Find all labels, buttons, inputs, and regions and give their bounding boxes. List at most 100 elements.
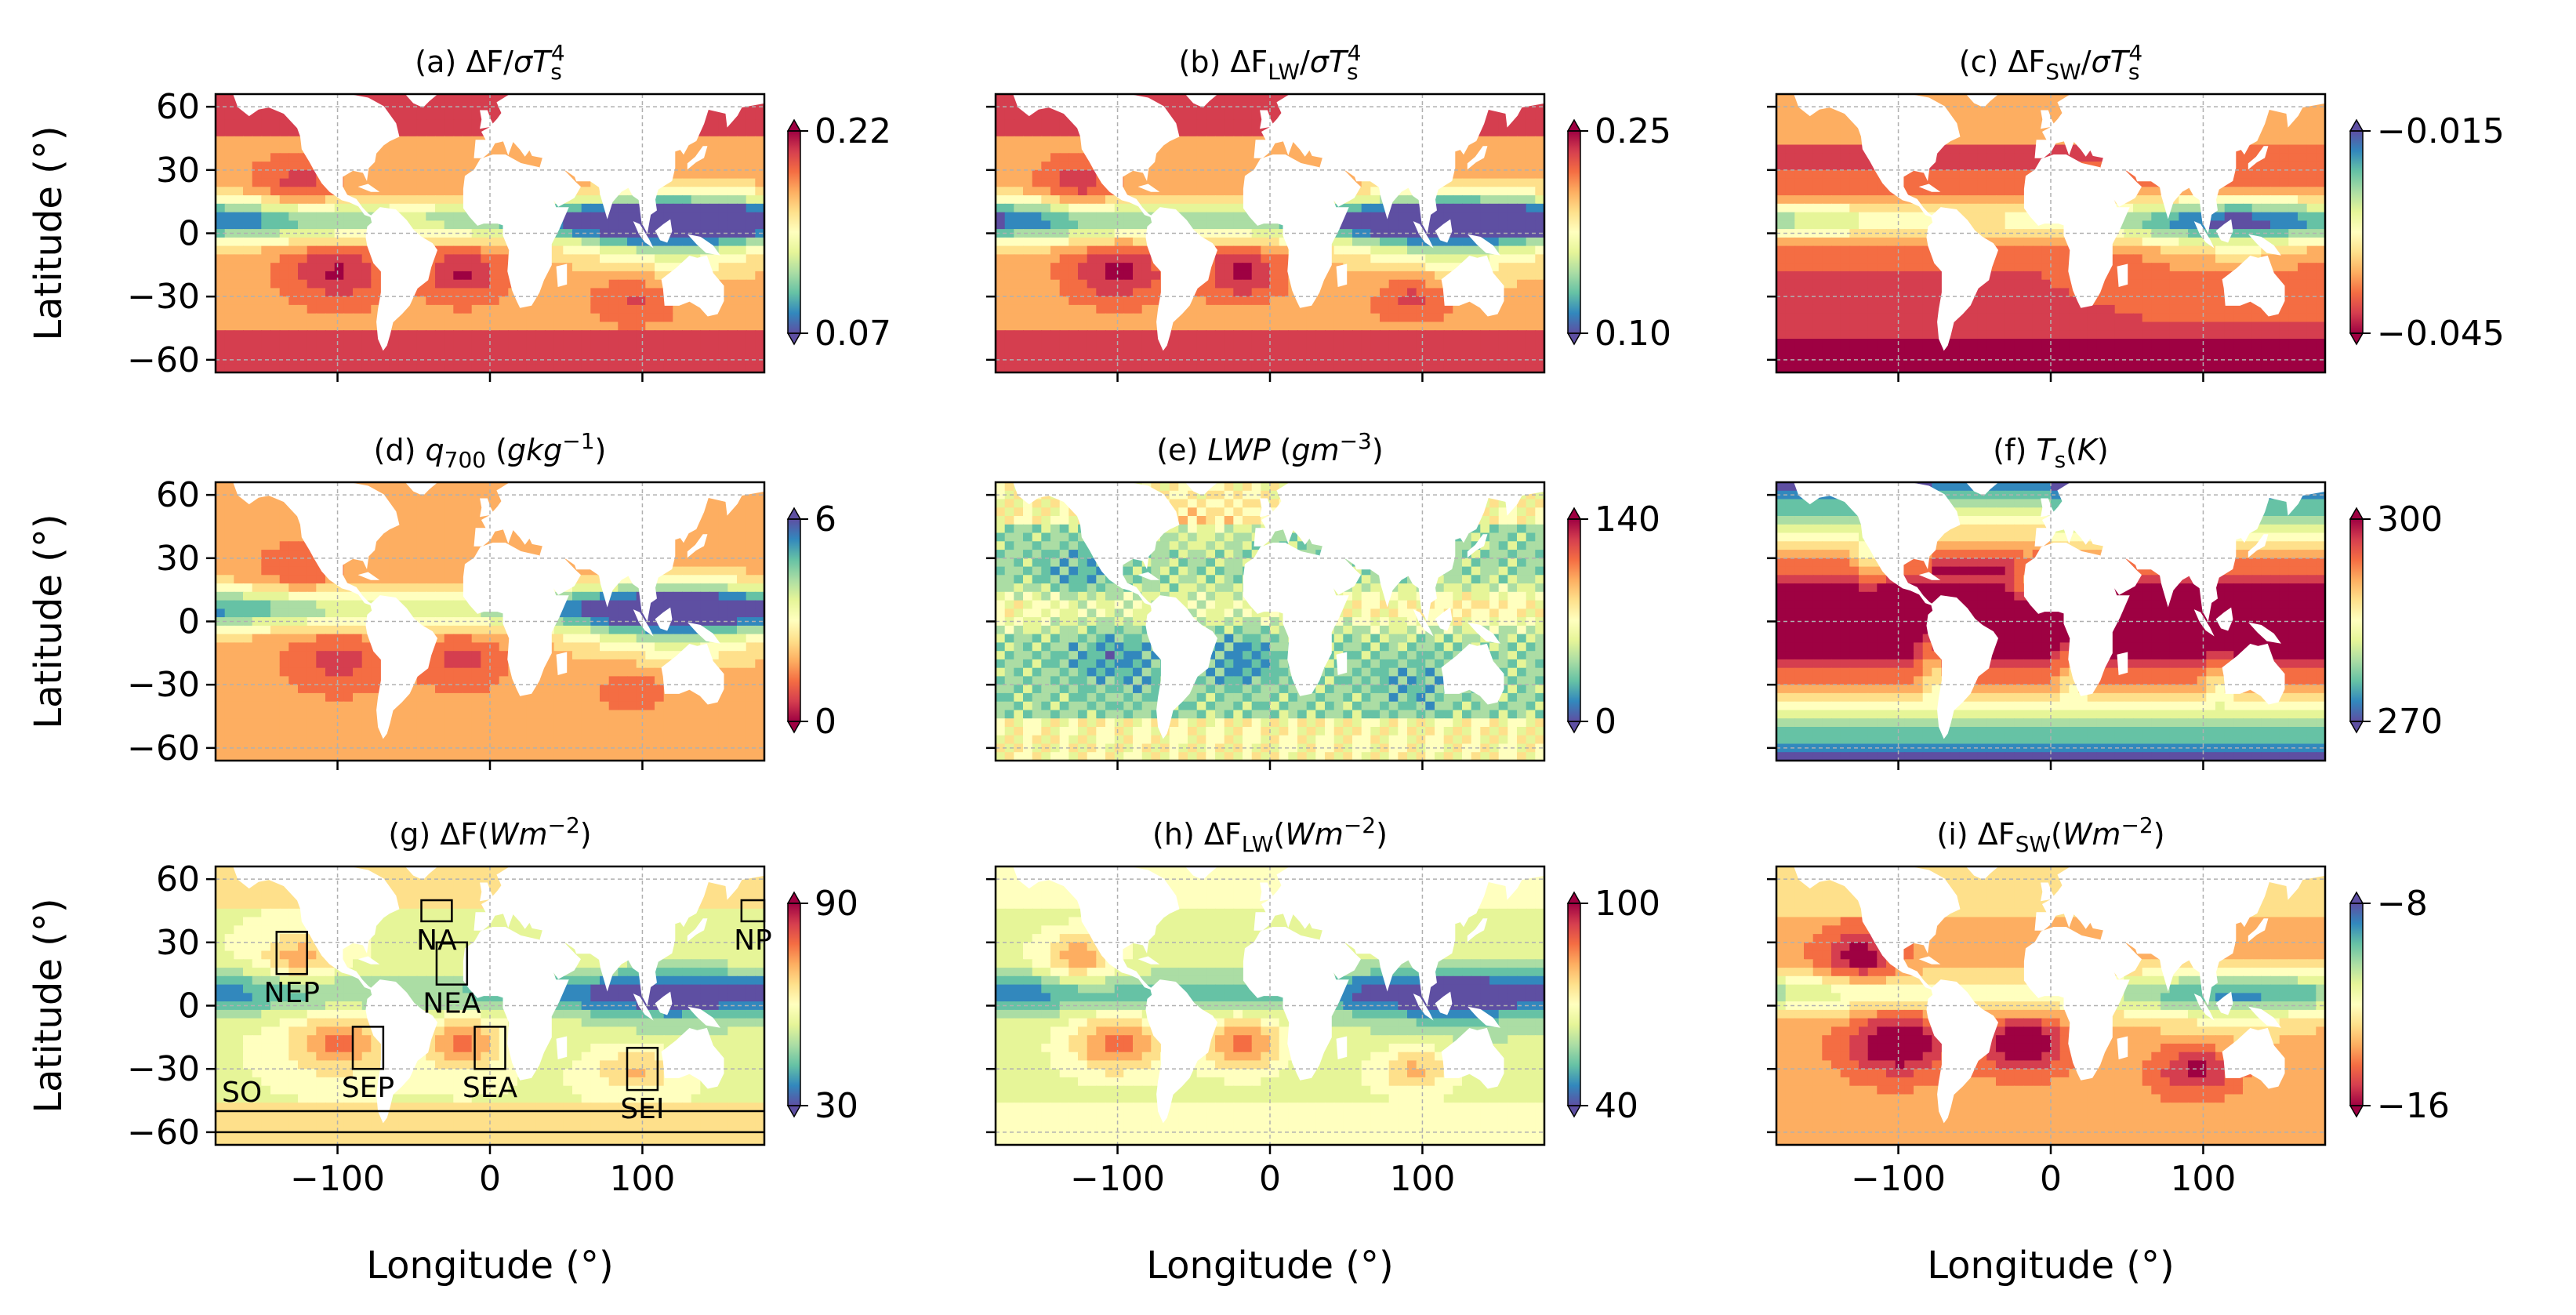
land-new-guinea xyxy=(2248,622,2281,644)
ticks: 60 30 0 −30 −60 −100 0 100 xyxy=(127,859,675,1199)
colorbar-label: 0 xyxy=(1595,702,1616,742)
panel-c: (c) ΔFSW/σTs4 −0.015 −0.045 xyxy=(1767,40,2505,382)
land-new-guinea xyxy=(1467,234,1500,256)
ytick-label: 30 xyxy=(156,923,200,963)
land-borneo xyxy=(655,607,673,631)
colorbar-gradient xyxy=(788,131,800,333)
land-eurasia xyxy=(2034,866,2325,1006)
ytick-label: −60 xyxy=(127,340,200,380)
land-cuba xyxy=(1918,572,1941,580)
xlabel: Longitude (°) xyxy=(1927,1244,2174,1288)
panel-title: (e) LWP (gm−3) xyxy=(1156,428,1383,467)
ticks: −100 0 100 xyxy=(1767,877,2236,1199)
land-madagascar xyxy=(556,263,568,287)
xlabel: Longitude (°) xyxy=(1146,1244,1393,1288)
land-south-america xyxy=(365,207,438,351)
land-eurasia xyxy=(1254,94,1544,234)
region-label: SEI xyxy=(620,1093,664,1125)
region-box xyxy=(626,1047,659,1092)
panel-i: −100 0 100 Longitude (°) (i) ΔFSW(Wm−2) −8 −16 xyxy=(1767,812,2450,1288)
xtick-label: 0 xyxy=(1259,1159,1281,1199)
map-field xyxy=(1776,94,2325,372)
land-south-america xyxy=(1145,595,1218,739)
region-box xyxy=(275,931,308,975)
land-eurasia xyxy=(473,94,764,234)
land-eurasia xyxy=(473,482,764,622)
colorbar-extend-bottom xyxy=(2349,1105,2364,1118)
colorbar-extend-bottom xyxy=(1566,332,1582,346)
land-north-america xyxy=(1794,482,1961,605)
ytick-label: −30 xyxy=(127,277,200,317)
colorbar-gradient xyxy=(788,519,800,721)
region-box xyxy=(351,1026,385,1070)
panel-title: (i) ΔFSW(Wm−2) xyxy=(1936,812,2164,857)
land-greenland xyxy=(405,482,438,496)
ytick-label: −60 xyxy=(127,728,200,768)
panel-h: −100 0 100 Longitude (°) (h) ΔFLW(Wm−2) 100 40 xyxy=(986,812,1660,1288)
colorbar-gradient xyxy=(2350,903,2363,1106)
region-box xyxy=(473,1026,506,1070)
land-japan xyxy=(687,146,708,170)
colorbar: 0.25 0.10 xyxy=(1566,111,1671,354)
land-cuba xyxy=(357,572,380,580)
land-japan xyxy=(2248,534,2269,558)
colorbar-label: −8 xyxy=(2377,884,2428,924)
land-greenland xyxy=(1185,866,1218,881)
land-new-guinea xyxy=(687,622,720,644)
colorbar: −0.015 −0.045 xyxy=(2349,111,2505,354)
region-label: SEA xyxy=(463,1072,518,1104)
map-field xyxy=(996,866,1544,1145)
colorbar-label: −16 xyxy=(2377,1086,2450,1126)
ytick-label: 30 xyxy=(156,151,200,191)
land-cuba xyxy=(357,183,380,192)
colorbar-label: 6 xyxy=(815,499,836,539)
colorbar: 60 xyxy=(786,499,836,742)
ytick-label: −30 xyxy=(127,665,200,705)
colorbar-extend-top xyxy=(786,507,802,520)
land-new-guinea xyxy=(2248,234,2281,256)
colorbar-extend-bottom xyxy=(2349,721,2364,734)
region-box xyxy=(420,899,453,923)
land-eurasia xyxy=(1254,866,1544,1006)
land-madagascar xyxy=(2117,1036,2128,1059)
colorbar-label: 300 xyxy=(2377,499,2443,539)
land-north-america xyxy=(233,482,400,605)
xtick-label: 100 xyxy=(2170,1159,2236,1199)
colorbar-gradient xyxy=(1568,903,1580,1106)
land-borneo xyxy=(1435,219,1453,243)
map-field xyxy=(996,482,1544,761)
panel-title: (d) q700 (gkg−1) xyxy=(374,428,607,473)
land-cuba xyxy=(1918,183,1941,192)
map-field xyxy=(216,94,764,372)
land-madagascar xyxy=(1336,652,1348,675)
map-field xyxy=(1776,866,2325,1145)
land-madagascar xyxy=(1336,1036,1348,1059)
land-borneo xyxy=(1435,991,1453,1015)
colorbar-extend-top xyxy=(2349,891,2364,904)
land-australia xyxy=(2222,1027,2285,1089)
land-greenland xyxy=(1185,94,1218,108)
land-eurasia xyxy=(2034,94,2325,234)
land-north-america xyxy=(1013,866,1180,990)
land-north-america xyxy=(1794,94,1961,217)
land-eurasia xyxy=(473,866,764,1006)
panel-title: (a) ΔF/σTs4 xyxy=(415,40,564,85)
region-label: NP xyxy=(734,924,772,957)
land-eurasia xyxy=(2034,482,2325,622)
land-australia xyxy=(661,255,724,317)
colorbar: 90 30 xyxy=(786,884,858,1126)
colorbar-extend-top xyxy=(786,891,802,904)
panel-title: (c) ΔFSW/σTs4 xyxy=(1959,40,2142,85)
ylabel: Latitude (°) xyxy=(27,514,71,728)
land-north-america xyxy=(233,866,400,990)
colorbar-gradient xyxy=(788,903,800,1106)
colorbar-frame xyxy=(2349,130,2364,334)
land-cuba xyxy=(357,956,380,964)
ticks xyxy=(986,105,1424,382)
colorbar-gradient xyxy=(1568,519,1580,721)
land-borneo xyxy=(2215,219,2233,243)
colorbar: −8 −16 xyxy=(2349,884,2450,1126)
land-new-guinea xyxy=(1467,622,1500,644)
